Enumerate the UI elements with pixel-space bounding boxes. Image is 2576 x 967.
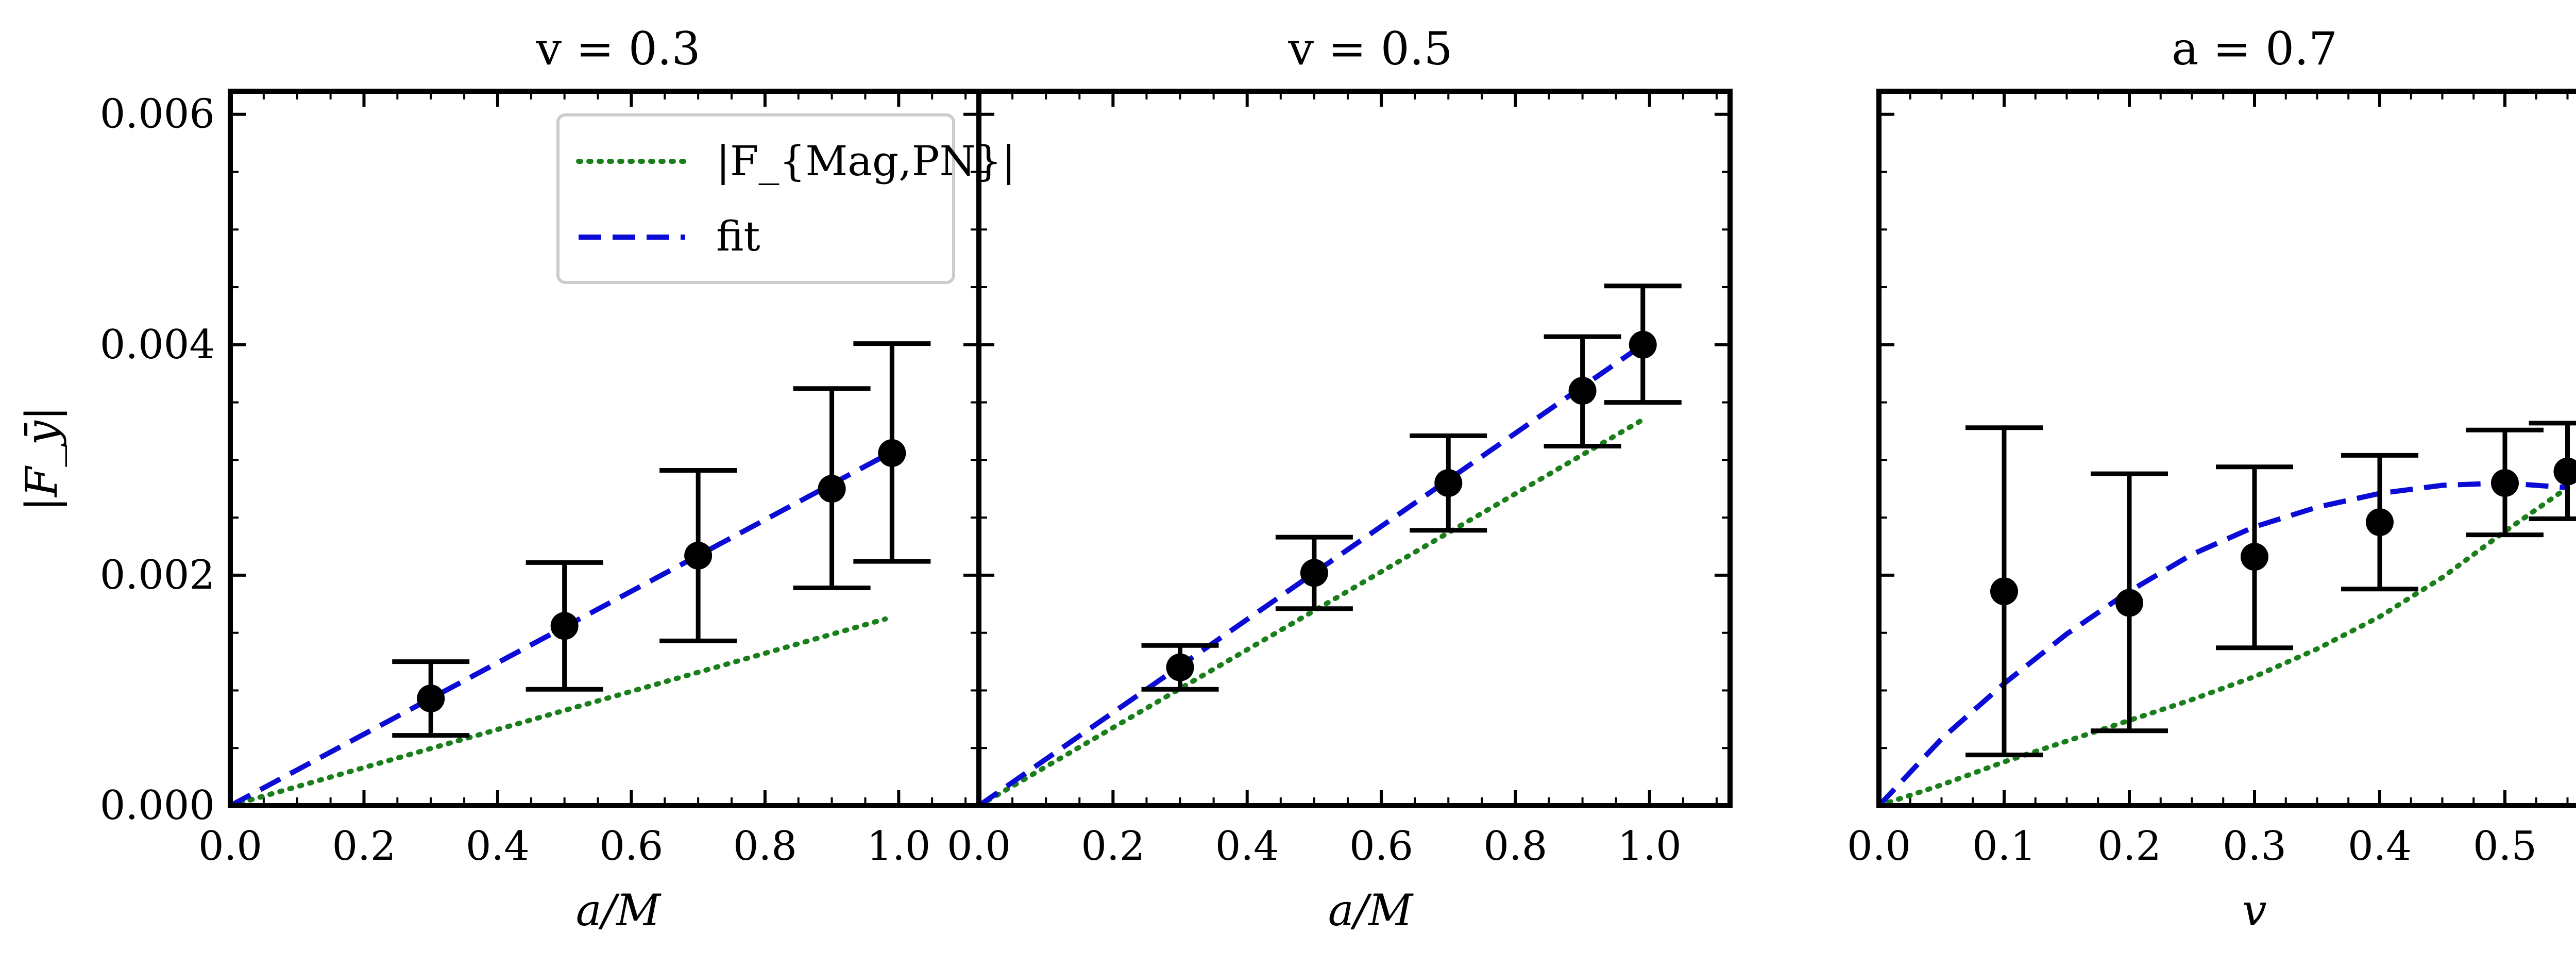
panel-title-v03: v = 0.3 [535,22,700,75]
x-tick-label: 0.4 [1215,823,1279,870]
data-point [684,541,713,570]
x-tick-label: 0.6 [599,823,663,870]
y-tick-label: 0.002 [100,552,215,598]
axes-frame-panel3 [1876,89,2576,808]
data-point [2115,589,2143,617]
x-tick-label: 1.0 [867,823,930,870]
x-tick-label: 0.0 [198,823,262,870]
x-axis-label-panel2: a/M [1328,885,1414,936]
y-tick-label: 0.006 [100,91,215,138]
data-point [417,685,445,713]
x-tick-label: 0.4 [466,823,530,870]
y-tick-label: 0.000 [100,782,215,829]
data-point [2241,543,2268,571]
pn-force-line [228,616,888,808]
x-axis-label-panel3: v [2242,885,2266,936]
pn-force-line [1876,485,2570,808]
data-point [1300,559,1328,587]
data-point [818,475,846,503]
panel-a07: a = 0.7 v 0.00.10.20.30.40.50.6 [1847,22,2576,936]
x-tick-label: 0.5 [2473,823,2537,870]
x-tick-label: 0.8 [1483,823,1547,870]
pn-force-line [976,417,1646,808]
x-tick-label: 0.0 [947,823,1011,870]
data-point [878,439,906,467]
series-panel2 [976,342,1646,808]
x-tick-label: 0.2 [2097,823,2161,870]
x-tick-label: 0.1 [1972,823,2036,870]
legend-box [556,113,955,284]
data-point [2366,508,2394,537]
points-panel1 [392,341,931,738]
panel-title-v05: v = 0.5 [1287,22,1452,75]
x-tick-label: 0.0 [1847,823,1911,870]
y-tick-label: 0.004 [100,322,215,368]
points-panel3 [1965,421,2576,758]
axes-frame-panel2 [976,89,1733,808]
x-axis-label-panel1: a/M [576,885,662,936]
data-point [2553,457,2576,486]
data-point [550,612,579,640]
x-tick-label: 0.4 [2348,823,2412,870]
x-tick-label: 1.0 [1618,823,1682,870]
points-panel2 [1141,284,1682,692]
ticks-panel2: 0.0 0.2 0.4 0.6 0.8 1.0 [947,91,1730,870]
y-axis-label: |F_ȳ| [16,406,67,511]
ticks-panel1: 0.0 0.2 0.4 0.6 0.8 1.0 0.000 0.002 0.004 0.006 [100,91,979,870]
ticks-panel3: 0.00.10.20.30.40.50.6 [1847,91,2569,870]
data-point [1166,653,1194,681]
data-point [1434,469,1463,497]
data-point [2491,469,2519,497]
data-point [1568,377,1597,405]
panel-v03: v = 0.3 a/M |F_ȳ| 0.0 0.2 0.4 0.6 0.8 1.00.00… [16,22,1015,936]
data-point [1990,577,2018,606]
panel-v05: v = 0.5 a/M 0.0 0.2 0.4 0.6 0.8 1.0 [947,22,1733,936]
panel-title-a07: a = 0.7 [2172,22,2337,75]
x-tick-label: 0.6 [1349,823,1413,870]
legend: |F_{Mag,PN}| fit [556,113,1015,284]
legend-label-fit: fit [716,212,760,260]
x-tick-label: 0.8 [733,823,797,870]
data-point [1629,330,1657,359]
x-tick-label: 0.3 [2223,823,2286,870]
x-tick-label: 0.2 [1081,823,1145,870]
series-panel3 [1876,480,2570,808]
x-tick-label: 0.2 [332,823,396,870]
legend-label-pn: |F_{Mag,PN}| [716,137,1015,185]
